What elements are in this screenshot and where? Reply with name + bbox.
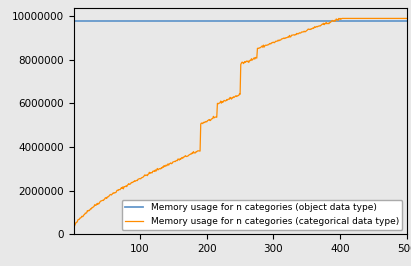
Memory usage for n categories (object data type) [270, 19, 275, 22]
Memory usage for n categories (categorical data type) [230, 96, 235, 99]
Memory usage for n categories (categorical data type) [270, 41, 275, 44]
Memory usage for n categories (categorical data type) [72, 226, 76, 229]
Memory usage for n categories (categorical data type) [345, 17, 350, 20]
Memory usage for n categories (object data type) [252, 19, 256, 22]
Memory usage for n categories (categorical data type) [252, 56, 256, 59]
Memory usage for n categories (categorical data type) [336, 17, 341, 20]
Memory usage for n categories (categorical data type) [232, 96, 237, 99]
Memory usage for n categories (object data type) [72, 19, 76, 22]
Memory usage for n categories (object data type) [404, 19, 409, 22]
Memory usage for n categories (object data type) [230, 19, 235, 22]
Line: Memory usage for n categories (categorical data type): Memory usage for n categories (categoric… [74, 18, 407, 227]
Memory usage for n categories (categorical data type) [397, 17, 402, 20]
Memory usage for n categories (object data type) [232, 19, 237, 22]
Legend: Memory usage for n categories (object data type), Memory usage for n categories : Memory usage for n categories (object da… [122, 200, 402, 230]
Memory usage for n categories (object data type) [344, 19, 349, 22]
Memory usage for n categories (object data type) [397, 19, 402, 22]
Memory usage for n categories (categorical data type) [404, 17, 409, 20]
